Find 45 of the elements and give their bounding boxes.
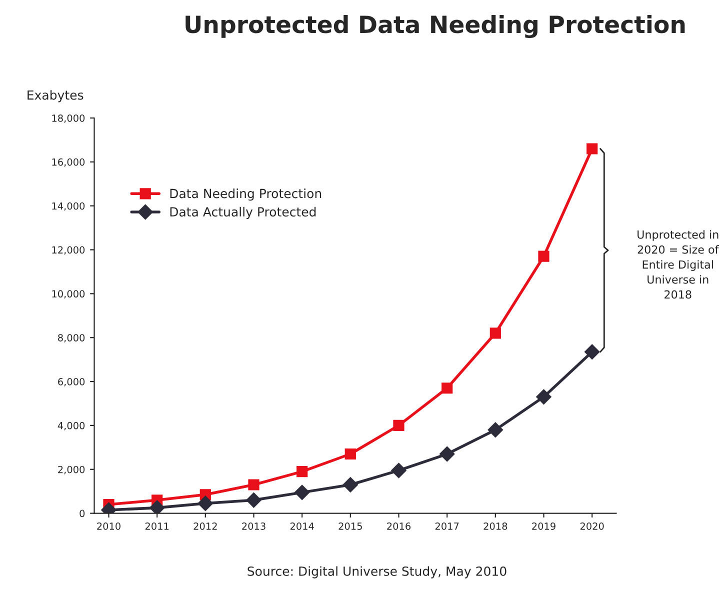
x-tick-label: 2010 <box>97 522 120 530</box>
y-axis-title: Exabytes <box>28 90 84 102</box>
point <box>490 328 501 339</box>
point <box>198 496 213 511</box>
point <box>393 420 404 432</box>
point <box>586 143 598 154</box>
point <box>538 250 550 262</box>
point <box>488 422 503 438</box>
y-tick-label: 2,000 <box>58 466 85 474</box>
point <box>294 484 310 500</box>
x-tick-label: 2016 <box>387 522 411 530</box>
text: Unprotected in 2020 = Size of Entire Digital Universe in 2018 <box>638 230 719 299</box>
y-tick-label: 16,000 <box>52 158 85 167</box>
y-tick-label: 6,000 <box>58 378 85 386</box>
point <box>248 479 260 490</box>
source-note: Source: Digital Universe Study, May 2010 <box>248 566 506 578</box>
point <box>442 382 453 394</box>
point <box>246 492 262 508</box>
x-tick-label: 2011 <box>145 522 169 530</box>
x-tick-label: 2020 <box>580 522 604 530</box>
y-tick-label: 0 <box>80 510 85 518</box>
legend-label: Data Needing Protection <box>170 188 322 201</box>
legend-label: Data Actually Protected <box>170 206 316 219</box>
y-tick-label: 12,000 <box>52 246 85 255</box>
point <box>342 477 358 492</box>
y-tick-label: 14,000 <box>52 202 85 211</box>
point <box>150 500 165 514</box>
y-tick-label: 10,000 <box>52 290 85 299</box>
x-tick-label: 2018 <box>484 522 508 530</box>
x-tick-label: 2015 <box>338 522 362 530</box>
x-tick-label: 2012 <box>194 522 217 530</box>
y-tick-label: 8,000 <box>58 334 85 342</box>
x-tick-label: 2019 <box>532 522 556 530</box>
chart-title: Unprotected Data Needing Protection <box>186 15 685 38</box>
point <box>391 462 406 478</box>
point <box>536 389 552 404</box>
x-tick-label: 2014 <box>290 522 314 530</box>
x-tick-label: 2013 <box>242 522 266 530</box>
y-tick-label: 4,000 <box>58 422 85 430</box>
x-tick-label: 2017 <box>435 522 459 530</box>
y-tick-label: 18,000 <box>52 114 85 123</box>
point <box>440 446 455 462</box>
point <box>584 344 600 360</box>
point <box>296 466 308 478</box>
point <box>344 448 356 460</box>
